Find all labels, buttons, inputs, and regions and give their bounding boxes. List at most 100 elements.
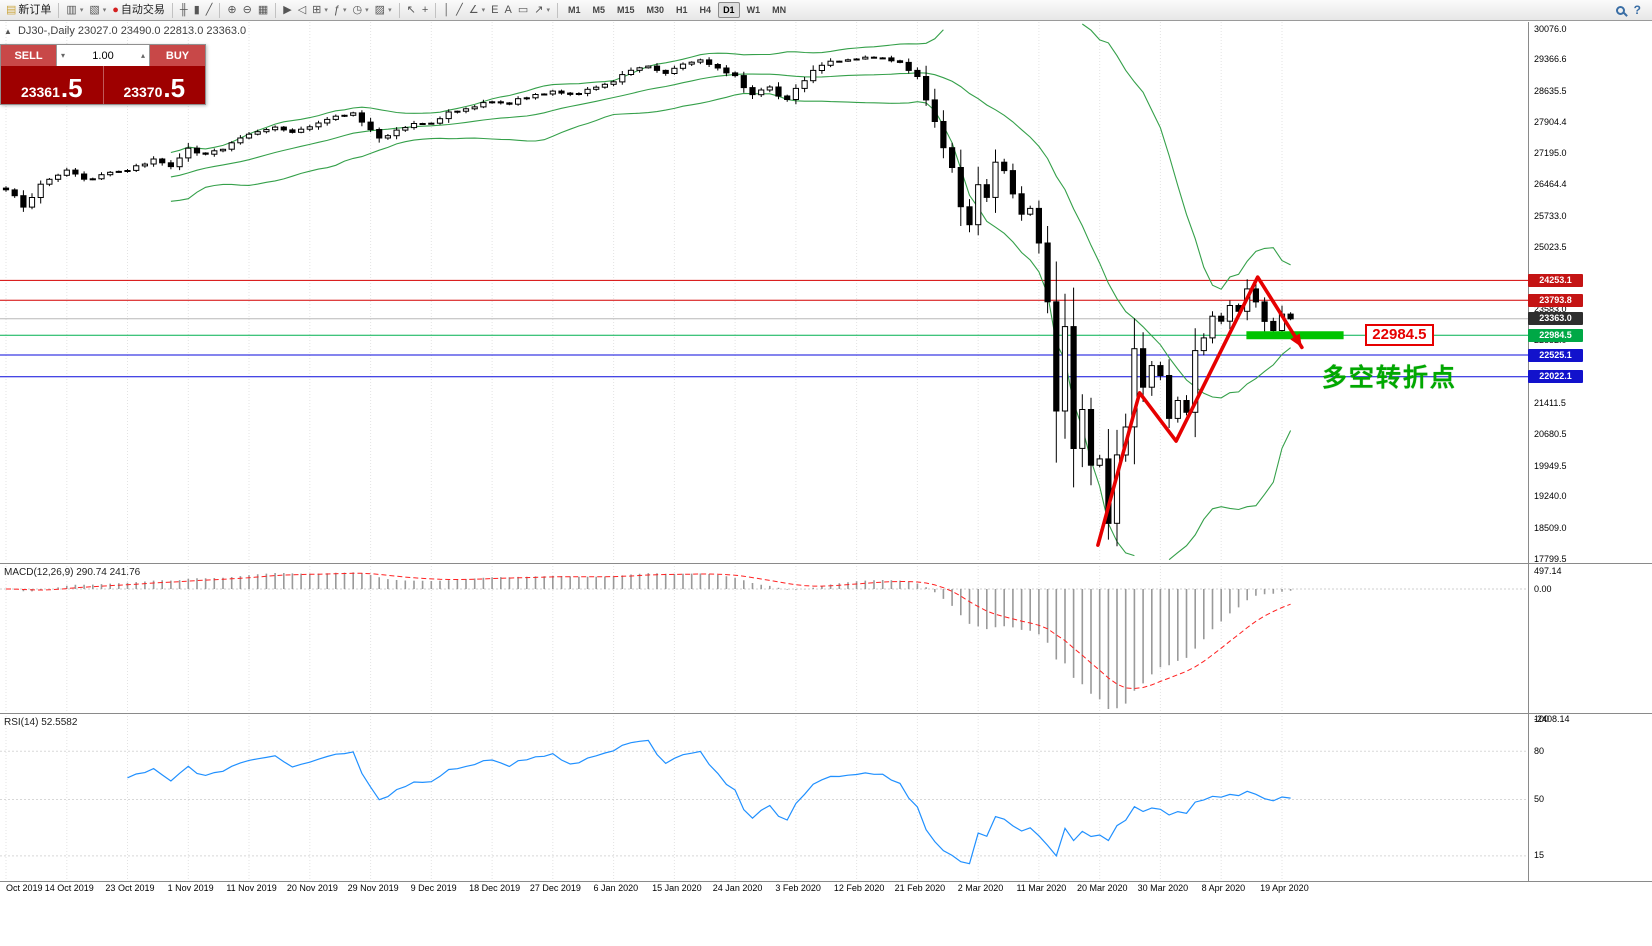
text-label-button[interactable]: ▭ (515, 4, 531, 17)
toolbar-separator (219, 2, 221, 18)
timeframe-w1[interactable]: W1 (746, 5, 761, 15)
timeframe-m15[interactable]: M15 (617, 5, 635, 15)
arrows-icon: ↗ (534, 3, 544, 16)
price-axis-tick: 28635.5 (1534, 85, 1567, 96)
candlestick-chart-button[interactable]: ▮ (191, 4, 203, 17)
date-axis[interactable]: Oct 2019 14 Oct 2019 23 Oct 2019 1 Nov 2019… (0, 883, 1528, 899)
price-level-tag: 23793.8 (1528, 293, 1583, 307)
price-axis-tick: 25733.0 (1534, 211, 1567, 221)
zoom-in-icon: ⊕ (227, 3, 237, 16)
new-order-button-label: 新订单 (18, 3, 52, 16)
buy-button[interactable]: BUY (150, 45, 205, 66)
volume-up-icon[interactable]: ▴ (140, 51, 145, 60)
date-axis-label: 20 Mar 2020 (1076, 883, 1128, 893)
new-order-icon: ▤ (6, 3, 17, 16)
timeframe-m5[interactable]: M5 (592, 5, 605, 15)
buy-price[interactable]: 23370 .5 (104, 66, 206, 104)
elliott-button[interactable]: E (488, 4, 501, 17)
cursor-button[interactable]: ↖ (404, 4, 419, 17)
toolbar-separator (171, 2, 173, 18)
chevron-down-icon[interactable]: ▾ (102, 6, 107, 14)
volume-value[interactable]: 1.00 (92, 49, 114, 62)
chevron-down-icon[interactable]: ▾ (79, 6, 84, 14)
new-chart-button[interactable]: ⊞ ▾ (309, 4, 331, 17)
text-button[interactable]: A (501, 4, 514, 17)
crosshair-button[interactable]: + (419, 4, 431, 17)
date-axis-label: 11 Nov 2019 (226, 883, 277, 893)
annotation-price-label[interactable]: 22984.5 (1365, 324, 1434, 347)
toolbar-separator (435, 2, 437, 18)
price-axis-tick: 29366.6 (1534, 54, 1567, 65)
clock-icon: ◷ (352, 3, 363, 16)
bar-chart-button[interactable]: ╫ (177, 4, 191, 17)
chart-shift-button[interactable]: ◁ (295, 4, 309, 17)
chevron-down-icon[interactable]: ▾ (481, 6, 486, 14)
indicators-icon: ƒ (333, 3, 341, 16)
auto-scroll-button[interactable]: ▶ (280, 4, 294, 17)
chevron-down-icon[interactable]: ▾ (343, 6, 347, 14)
zoom-in-button[interactable]: ⊕ (224, 4, 239, 17)
text-icon: A (504, 3, 512, 16)
channel-button[interactable]: ∠ ▾ (466, 4, 488, 17)
price-axis-tick: 26464.4 (1534, 179, 1567, 190)
chevron-down-icon[interactable]: ▾ (324, 6, 328, 14)
periods-button[interactable]: ◷ ▾ (350, 4, 372, 17)
line-chart-button[interactable]: ╱ (203, 4, 216, 17)
timeframe-m30[interactable]: M30 (646, 5, 665, 15)
templates-button[interactable]: ▨ ▾ (372, 4, 395, 17)
macd-axis-tick: 0.00 (1534, 583, 1552, 594)
chart-symbol-period: DJ30-,Daily (17, 25, 75, 37)
date-axis-label: 1 Nov 2019 (167, 883, 214, 893)
new-chart-icon: ⊞ (312, 3, 322, 16)
date-axis-label: 2 Mar 2020 (957, 883, 1004, 893)
vertical-line-button[interactable]: │ (440, 4, 453, 17)
rsi-axis-tick: 50 (1534, 794, 1545, 804)
price-axis[interactable]: 30076.0 29366.6 28635.5 27904.4 27195.0 26464… (1528, 0, 1652, 946)
chart-collapse-icon[interactable]: ▲ (4, 27, 12, 36)
elliott-icon: E (491, 3, 499, 16)
rsi-axis-tick: 80 (1534, 745, 1545, 756)
new-order-button[interactable]: ▤ 新订单 (3, 4, 54, 17)
zoom-out-button[interactable]: ⊖ (240, 4, 255, 17)
date-axis-label: 24 Jan 2020 (712, 883, 763, 893)
auto-trading-button[interactable]: ● 自动交易 (109, 4, 168, 17)
timeframe-mn[interactable]: MN (772, 5, 787, 15)
tile-windows-button[interactable]: ▦ (255, 4, 271, 17)
price-axis-tick: 27904.4 (1534, 117, 1567, 128)
templates-icon: ▨ (374, 3, 386, 16)
timeframe-h1[interactable]: H1 (676, 5, 688, 15)
price-axis-tick: 27195.0 (1534, 147, 1567, 158)
price-axis-tick: 20680.5 (1534, 429, 1567, 440)
help-icon[interactable]: ? (1633, 3, 1641, 17)
annotation-cn-note[interactable]: 多空转折点 (1321, 363, 1457, 392)
chevron-down-icon[interactable]: ▾ (388, 6, 392, 14)
date-axis-label: 9 Dec 2019 (410, 883, 457, 893)
arrows-button[interactable]: ↗ ▾ (531, 4, 553, 17)
candlestick-chart-icon: ▮ (193, 3, 200, 16)
volume-down-icon[interactable]: ▾ (61, 51, 66, 60)
sell-button[interactable]: SELL (1, 45, 56, 66)
channel-icon: ∠ (468, 3, 479, 16)
macd-indicator-label: MACD(12,26,9) 290.74 241.76 (4, 567, 141, 578)
date-axis-label: 14 Oct 2019 (44, 883, 94, 893)
volume-stepper[interactable]: ▾ 1.00 ▴ (56, 45, 150, 66)
chevron-down-icon[interactable]: ▾ (546, 6, 550, 14)
price-axis-tick: 19240.0 (1534, 491, 1567, 502)
timeframe-m1[interactable]: M1 (567, 5, 581, 15)
sell-price[interactable]: 23361 .5 (1, 66, 104, 104)
date-axis-label: 30 Mar 2020 (1137, 883, 1189, 893)
timeframe-h4[interactable]: H4 (699, 5, 712, 15)
auto-scroll-icon: ▶ (283, 3, 292, 16)
indicators-button[interactable]: ƒ ▾ (331, 4, 350, 17)
charts-menu-button[interactable]: ▥ ▾ (63, 4, 86, 17)
price-level-tag: 22525.1 (1528, 348, 1583, 362)
profiles-button[interactable]: ▧ ▾ (86, 4, 109, 17)
trendline-button[interactable]: ╱ (453, 4, 466, 17)
date-axis-label: 18 Dec 2019 (469, 883, 521, 893)
search-icon[interactable] (1615, 5, 1625, 15)
timeframe-d1[interactable]: D1 (718, 2, 740, 18)
date-axis-label: 3 Feb 2020 (775, 883, 821, 893)
chevron-down-icon[interactable]: ▾ (365, 6, 369, 14)
one-click-trading-panel: SELL ▾ 1.00 ▴ BUY 23361 .5 23370 .5 (0, 44, 206, 105)
